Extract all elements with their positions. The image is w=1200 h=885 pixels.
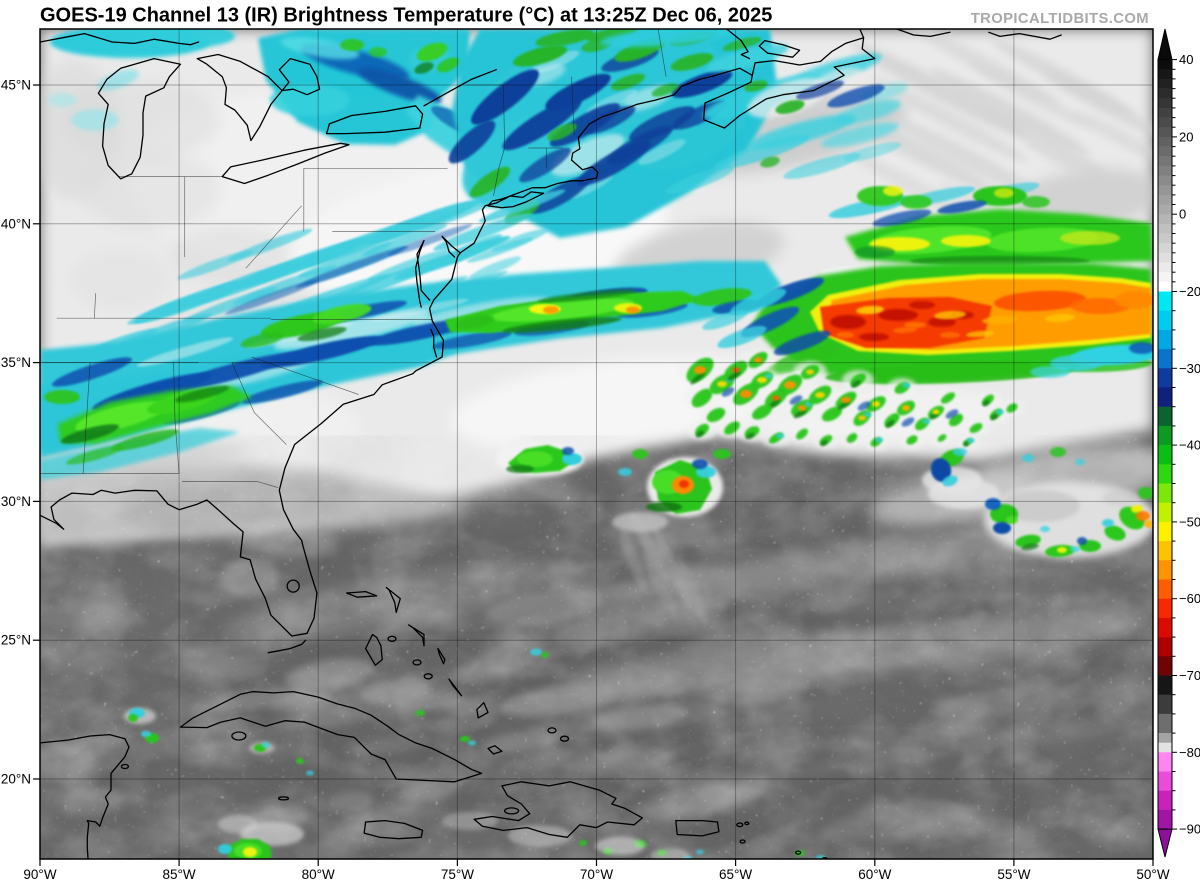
svg-text:GOES-19 Channel 13 (IR) Bright: GOES-19 Channel 13 (IR) Brightness Tempe… xyxy=(40,5,772,27)
svg-text:TROPICALTIDBITS.COM: TROPICALTIDBITS.COM xyxy=(971,11,1149,27)
svg-text:30°N: 30°N xyxy=(1,494,31,509)
svg-text:−30: −30 xyxy=(1179,361,1200,376)
svg-text:−70: −70 xyxy=(1179,668,1200,683)
svg-text:35°N: 35°N xyxy=(1,355,31,370)
svg-text:20: 20 xyxy=(1179,129,1193,144)
svg-text:65°W: 65°W xyxy=(719,867,752,882)
svg-text:40: 40 xyxy=(1179,52,1193,67)
svg-text:45°N: 45°N xyxy=(1,78,31,93)
svg-text:55°W: 55°W xyxy=(997,867,1030,882)
svg-text:40°N: 40°N xyxy=(1,216,31,231)
svg-text:−60: −60 xyxy=(1179,591,1200,606)
svg-text:75°W: 75°W xyxy=(441,867,474,882)
svg-text:60°W: 60°W xyxy=(858,867,891,882)
svg-text:−50: −50 xyxy=(1179,514,1200,529)
svg-text:70°W: 70°W xyxy=(580,867,613,882)
svg-text:−20: −20 xyxy=(1179,284,1200,299)
svg-text:50°W: 50°W xyxy=(1136,867,1169,882)
svg-text:20°N: 20°N xyxy=(1,772,31,787)
svg-text:90°W: 90°W xyxy=(23,867,56,882)
svg-text:85°W: 85°W xyxy=(163,867,196,882)
svg-text:0: 0 xyxy=(1179,207,1186,222)
svg-text:−40: −40 xyxy=(1179,438,1200,453)
svg-text:−90: −90 xyxy=(1179,822,1200,837)
svg-text:80°W: 80°W xyxy=(302,867,335,882)
svg-text:25°N: 25°N xyxy=(1,633,31,648)
svg-text:−80: −80 xyxy=(1179,745,1200,760)
